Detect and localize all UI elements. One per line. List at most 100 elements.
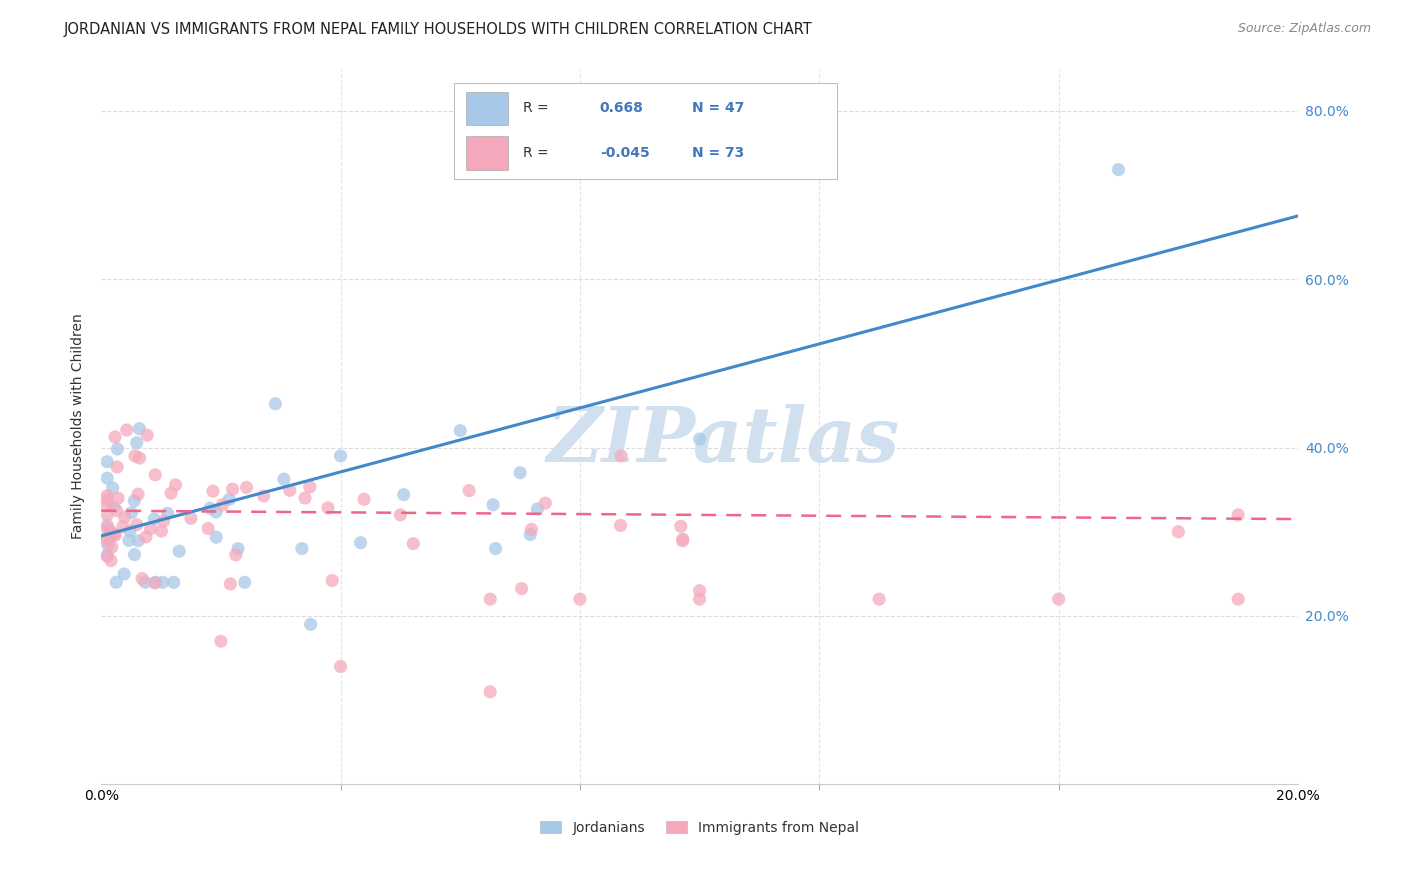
Point <box>479 685 502 699</box>
Point <box>143 467 166 482</box>
Legend: Jordanians, Immigrants from Nepal: Jordanians, Immigrants from Nepal <box>540 821 859 835</box>
Point <box>321 574 343 588</box>
Point <box>526 502 548 516</box>
Point <box>202 484 225 499</box>
Point <box>209 634 232 648</box>
Point <box>868 592 890 607</box>
Point <box>96 508 118 522</box>
Point <box>120 506 142 520</box>
Point <box>669 519 692 533</box>
Point <box>1167 524 1189 539</box>
Point <box>101 481 124 495</box>
Point <box>125 435 148 450</box>
Point <box>105 503 128 517</box>
Point <box>125 517 148 532</box>
Point <box>96 534 118 549</box>
Point <box>278 483 301 498</box>
Point <box>1108 162 1130 177</box>
Point <box>143 512 166 526</box>
Point <box>519 527 541 541</box>
Point <box>96 530 118 544</box>
Point <box>225 548 247 562</box>
Point <box>218 492 240 507</box>
Point <box>152 514 174 528</box>
Point <box>128 422 150 436</box>
Point <box>353 492 375 507</box>
Point <box>96 499 118 513</box>
Point <box>672 532 695 546</box>
Point <box>114 510 136 524</box>
Point <box>165 478 187 492</box>
Point <box>389 508 412 522</box>
Point <box>103 500 125 515</box>
Point <box>134 575 156 590</box>
Point <box>112 567 135 582</box>
Point <box>124 548 146 562</box>
Point <box>104 528 127 542</box>
Point <box>131 572 153 586</box>
Point <box>458 483 481 498</box>
Point <box>291 541 314 556</box>
Text: ZIPatlas: ZIPatlas <box>547 404 900 478</box>
Point <box>152 575 174 590</box>
Point <box>233 575 256 590</box>
Point <box>520 522 543 536</box>
Point <box>180 511 202 525</box>
Point <box>105 459 128 474</box>
Point <box>298 480 321 494</box>
Point <box>219 577 242 591</box>
Point <box>118 533 141 548</box>
Point <box>609 518 631 533</box>
Point <box>98 524 121 538</box>
Point <box>105 575 128 590</box>
Point <box>610 449 633 463</box>
Point <box>127 487 149 501</box>
Point <box>96 521 118 535</box>
Point <box>329 449 352 463</box>
Point <box>136 428 159 442</box>
Point <box>103 527 125 541</box>
Point <box>568 592 591 607</box>
Point <box>1227 508 1250 522</box>
Text: Source: ZipAtlas.com: Source: ZipAtlas.com <box>1237 22 1371 36</box>
Point <box>96 489 118 503</box>
Point <box>100 554 122 568</box>
Point <box>402 536 425 550</box>
Point <box>294 491 316 505</box>
Text: JORDANIAN VS IMMIGRANTS FROM NEPAL FAMILY HOUSEHOLDS WITH CHILDREN CORRELATION C: JORDANIAN VS IMMIGRANTS FROM NEPAL FAMIL… <box>63 22 813 37</box>
Point <box>167 544 190 558</box>
Point <box>482 498 505 512</box>
Point <box>135 530 157 544</box>
Point <box>96 518 118 533</box>
Point <box>124 449 146 463</box>
Point <box>118 524 141 538</box>
Point <box>96 548 118 562</box>
Point <box>253 489 276 503</box>
Point <box>221 482 243 496</box>
Point <box>316 500 339 515</box>
Point <box>689 583 711 598</box>
Point <box>671 533 693 548</box>
Point <box>96 471 118 485</box>
Y-axis label: Family Households with Children: Family Households with Children <box>72 314 86 540</box>
Point <box>211 498 233 512</box>
Point <box>198 501 221 516</box>
Point <box>205 505 228 519</box>
Point <box>150 524 173 538</box>
Point <box>264 397 287 411</box>
Point <box>160 486 183 500</box>
Point <box>96 492 118 507</box>
Point <box>163 575 186 590</box>
Point <box>205 530 228 544</box>
Point <box>689 592 711 607</box>
Point <box>100 529 122 543</box>
Point <box>510 582 533 596</box>
Point <box>111 519 134 533</box>
Point <box>689 432 711 446</box>
Point <box>115 423 138 437</box>
Point <box>145 575 167 590</box>
Point <box>235 480 257 494</box>
Point <box>449 424 471 438</box>
Point <box>479 592 502 607</box>
Point <box>273 472 295 486</box>
